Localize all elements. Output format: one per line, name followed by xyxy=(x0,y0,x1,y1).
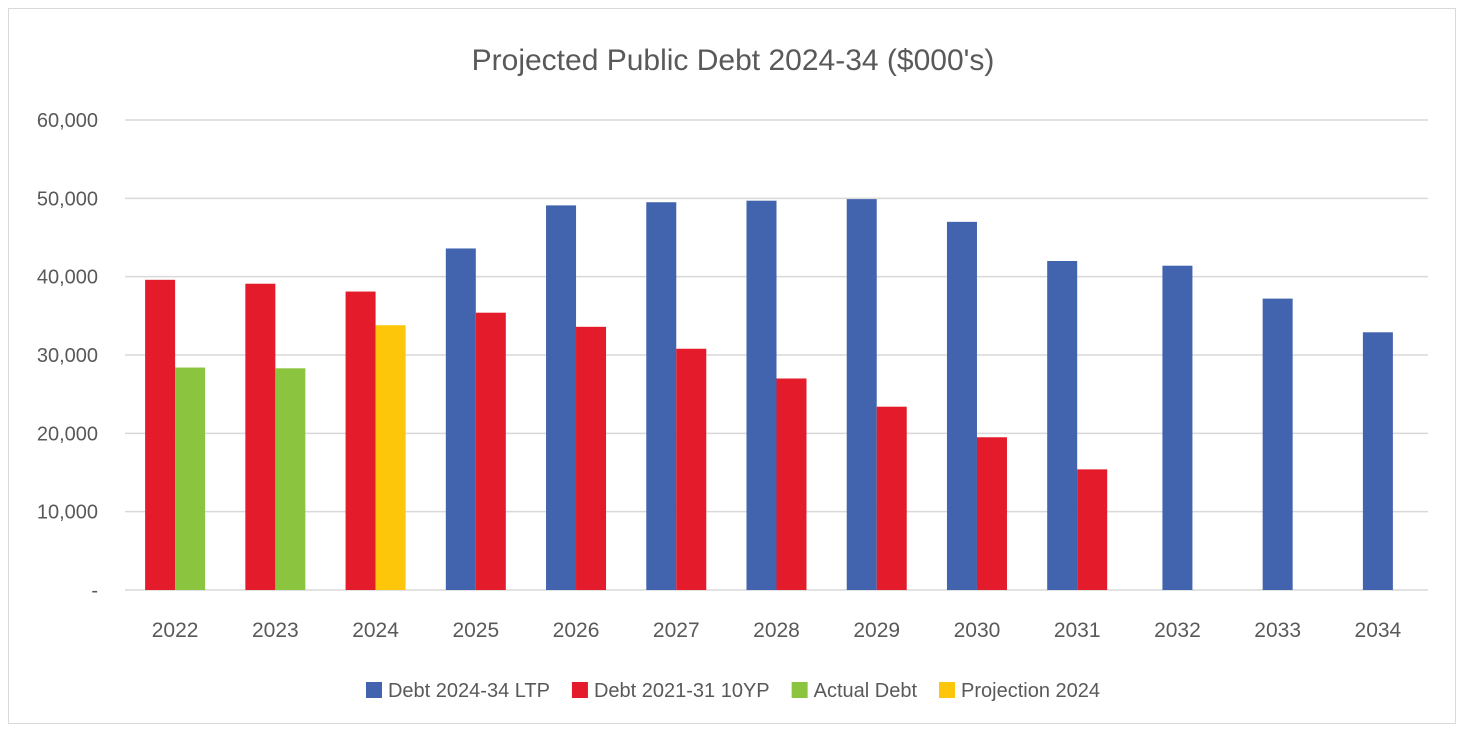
y-tick-label: 10,000 xyxy=(37,502,98,524)
bar-debt-2021-31-10yp-2030 xyxy=(976,437,1007,590)
bar-debt-2021-31-10yp-2025 xyxy=(475,312,506,590)
bar-debt-2024-34-ltp-2031 xyxy=(1047,261,1078,590)
chart-title: Projected Public Debt 2024-34 ($000's) xyxy=(472,44,995,77)
bar-debt-2024-34-ltp-2030 xyxy=(946,221,977,591)
bar-projection-2024-2024 xyxy=(375,325,406,590)
bar-debt-2021-31-10yp-2028 xyxy=(776,378,807,590)
x-tick-label: 2024 xyxy=(352,619,399,642)
x-tick-label: 2028 xyxy=(753,619,800,642)
bar-debt-2024-34-ltp-2034 xyxy=(1362,332,1393,590)
x-tick-label: 2034 xyxy=(1355,619,1402,642)
y-tick-label: 30,000 xyxy=(37,345,98,367)
bar-debt-2024-34-ltp-2026 xyxy=(546,205,577,590)
x-tick-label: 2031 xyxy=(1054,619,1101,642)
legend: Debt 2024-34 LTP Debt 2021-31 10YP Actual … xyxy=(365,680,1100,702)
y-tick-label: 40,000 xyxy=(37,267,98,289)
bar-debt-2021-31-10yp-2024 xyxy=(345,291,376,590)
y-tick-label: 20,000 xyxy=(37,423,98,445)
legend-swatch-1 xyxy=(571,682,588,698)
bar-debt-2021-31-10yp-2027 xyxy=(676,348,707,590)
x-tick-label: 2030 xyxy=(954,619,1001,642)
y-axis-ticks: - 10,000 20,000 30,000 40,000 50,000 60,000 xyxy=(37,110,98,602)
bar-debt-2024-34-ltp-2027 xyxy=(646,202,677,590)
y-tick-label: 60,000 xyxy=(37,110,98,132)
legend-swatch-3 xyxy=(939,682,956,698)
x-tick-label: 2026 xyxy=(553,619,600,642)
bars xyxy=(145,199,1393,591)
x-tick-label: 2029 xyxy=(853,619,900,642)
legend-label: Projection 2024 xyxy=(961,680,1100,702)
legend-swatch-0 xyxy=(365,682,382,698)
x-axis-ticks: 2022 2023 2024 2025 2026 2027 2028 2029 2030 2031… xyxy=(152,619,1402,642)
bar-debt-2024-34-ltp-2033 xyxy=(1262,298,1293,590)
legend-label: Debt 2021-31 10YP xyxy=(594,680,770,702)
bar-actual-debt-2023 xyxy=(275,368,306,590)
y-tick-label: - xyxy=(91,580,98,602)
bar-debt-2024-34-ltp-2029 xyxy=(846,199,877,590)
legend-label: Debt 2024-34 LTP xyxy=(388,680,550,702)
x-tick-label: 2025 xyxy=(452,619,499,642)
bar-debt-2021-31-10yp-2029 xyxy=(876,406,907,590)
bar-debt-2021-31-10yp-2022 xyxy=(145,279,176,590)
x-tick-label: 2023 xyxy=(252,619,299,642)
bar-debt-2024-34-ltp-2028 xyxy=(746,200,777,590)
bar-debt-2024-34-ltp-2025 xyxy=(445,248,476,590)
bar-actual-debt-2022 xyxy=(175,367,206,590)
x-tick-label: 2032 xyxy=(1154,619,1201,642)
y-tick-label: 50,000 xyxy=(37,188,98,210)
legend-swatch-2 xyxy=(791,682,808,698)
x-tick-label: 2027 xyxy=(653,619,700,642)
bar-debt-2021-31-10yp-2026 xyxy=(576,326,607,590)
bar-debt-2024-34-ltp-2032 xyxy=(1162,265,1193,590)
bar-debt-2021-31-10yp-2031 xyxy=(1077,469,1108,590)
x-tick-label: 2022 xyxy=(152,619,199,642)
bar-debt-2021-31-10yp-2023 xyxy=(245,283,276,590)
legend-label: Actual Debt xyxy=(814,680,918,702)
x-tick-label: 2033 xyxy=(1254,619,1301,642)
